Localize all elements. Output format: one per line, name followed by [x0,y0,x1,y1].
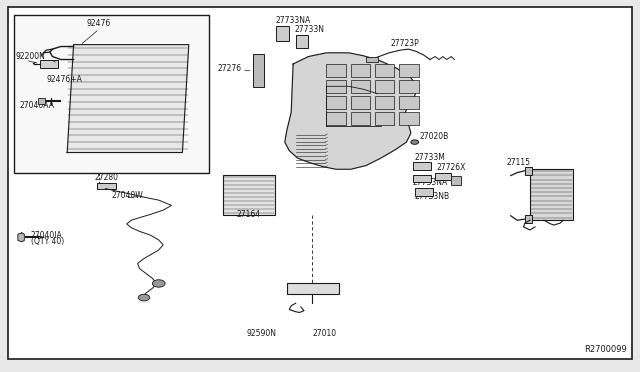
Text: 92200N: 92200N [15,52,45,61]
Bar [413,162,431,170]
Bar [375,112,394,125]
Bar [38,98,45,104]
Text: 27733N: 27733N [294,25,324,34]
Text: 27280: 27280 [95,173,119,182]
Text: 27020B: 27020B [419,132,449,141]
Bar [326,64,346,77]
Bar [375,64,394,77]
Bar [375,96,394,109]
Circle shape [411,140,419,144]
Bar [276,26,289,41]
Bar [253,54,264,87]
Polygon shape [18,233,24,242]
Text: 92476: 92476 [86,19,111,28]
Bar [530,169,573,220]
Bar [326,112,346,125]
Bar [451,176,461,185]
Text: 27276: 27276 [218,64,242,73]
Text: (QTY 40): (QTY 40) [31,237,64,246]
Bar [375,80,394,93]
Text: 92590N: 92590N [246,329,276,338]
Text: 27733NA: 27733NA [275,16,310,25]
Bar [435,173,451,180]
Text: 92476+A: 92476+A [46,75,82,84]
Bar [366,57,378,62]
Text: 27733M: 27733M [415,153,445,162]
Bar [351,64,370,77]
Bar [296,35,308,48]
Bar [413,175,431,182]
Text: 27040IA: 27040IA [31,231,63,240]
Bar [399,80,419,93]
Circle shape [138,294,150,301]
Bar [287,283,339,294]
Polygon shape [285,53,417,169]
Text: 27733NB: 27733NB [415,192,450,201]
Polygon shape [67,45,189,153]
Bar [223,175,275,215]
Bar [97,183,116,189]
Bar [399,64,419,77]
Bar [326,96,346,109]
Bar [351,96,370,109]
Bar [399,112,419,125]
Text: 27164: 27164 [237,210,261,219]
Text: 27733NA: 27733NA [413,178,448,187]
Bar [399,96,419,109]
Text: 27726X: 27726X [436,163,466,172]
Bar [40,60,58,68]
Text: R2700099: R2700099 [584,345,627,354]
Bar [14,15,209,173]
Text: 27040W: 27040W [112,191,144,200]
Text: 27040AA: 27040AA [19,101,54,110]
Bar [415,188,433,196]
Bar [525,167,532,175]
Text: 27010: 27010 [312,329,337,338]
Bar [351,80,370,93]
Bar [525,215,532,223]
Circle shape [152,280,165,287]
Bar [326,80,346,93]
Text: 27115: 27115 [507,158,531,167]
Text: 27723P: 27723P [390,39,419,48]
Bar [351,112,370,125]
